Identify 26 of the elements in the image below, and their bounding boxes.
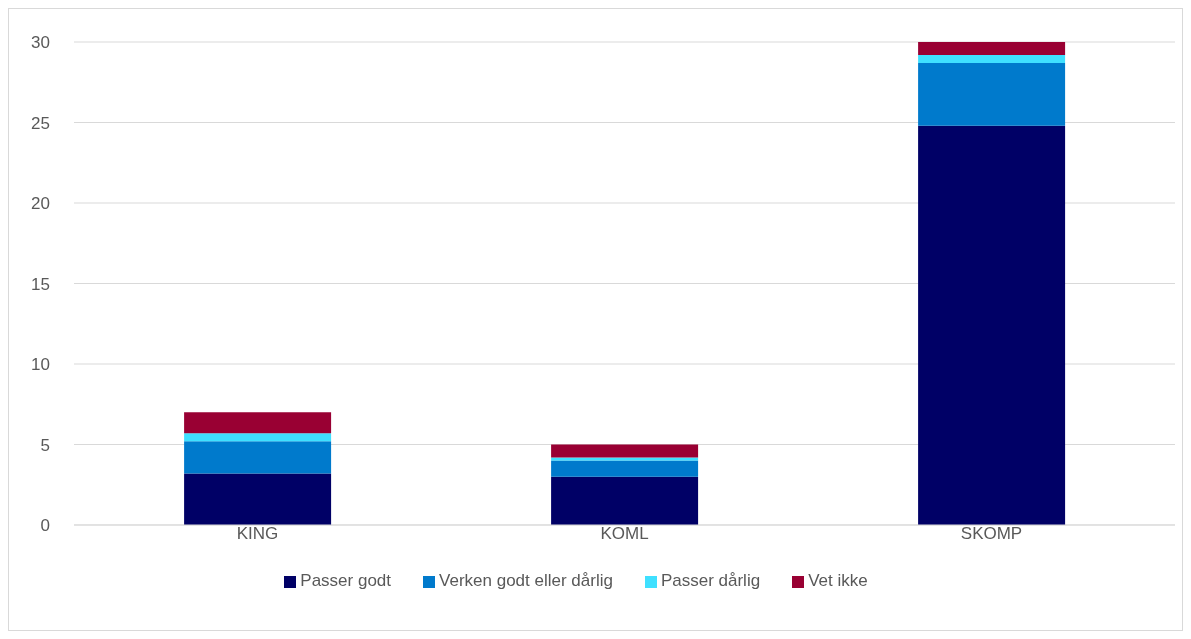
y-tick-label: 25: [31, 113, 50, 133]
x-tick-label: SKOMP: [960, 524, 1023, 544]
bar: [184, 441, 332, 474]
legend-label: Passer godt: [300, 571, 392, 590]
y-tick-label: 10: [31, 355, 50, 375]
y-tick-label: 30: [31, 33, 50, 53]
bar: [551, 444, 699, 458]
y-tick-label: 15: [31, 274, 50, 294]
legend-label: Verken godt eller dårlig: [439, 571, 613, 590]
y-tick-label: 5: [40, 435, 50, 455]
y-tick-label: 0: [40, 516, 50, 536]
bar: [918, 62, 1066, 126]
bar: [184, 412, 332, 434]
y-tick-label: 20: [31, 194, 50, 214]
bar: [551, 476, 699, 525]
bar: [918, 42, 1066, 55]
bar: [551, 457, 699, 461]
bar: [551, 460, 699, 477]
bar: [184, 433, 332, 442]
bar: [184, 473, 332, 525]
bar: [918, 54, 1066, 63]
x-tick-label: KOML: [600, 524, 649, 544]
bar: [918, 125, 1066, 525]
legend-label: Passer dårlig: [660, 571, 761, 590]
legend-label: Vet ikke: [808, 571, 868, 590]
x-tick-label: KING: [236, 524, 279, 544]
